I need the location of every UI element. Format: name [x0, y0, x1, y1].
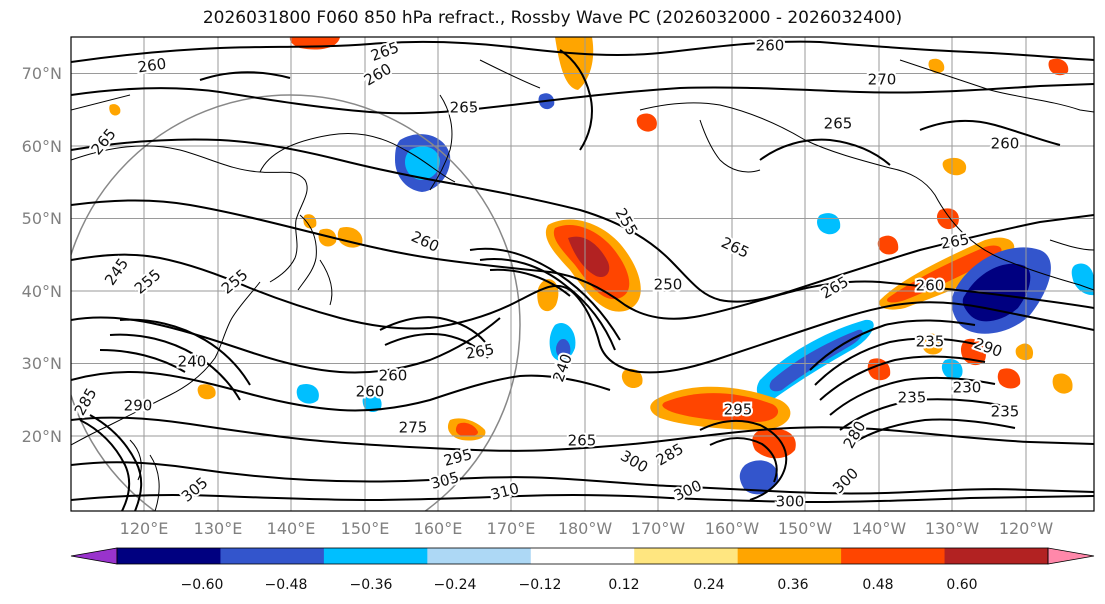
colorbar-cell [427, 548, 532, 564]
contour-label: 300 [776, 493, 805, 511]
lat-label: 20°N [22, 427, 62, 446]
latitude-labels: 70°N 60°N 50°N 40°N 30°N 20°N [22, 64, 62, 446]
contour-label: 260 [756, 37, 785, 55]
lat-label: 40°N [22, 282, 62, 301]
lon-label: 120°E [120, 519, 169, 538]
contour-label: 260 [991, 135, 1020, 153]
colorbar-extend-high [1047, 547, 1095, 565]
lon-label: 170°E [487, 519, 536, 538]
contour-label: 295 [724, 401, 753, 419]
contour-label: 265 [450, 99, 479, 117]
colorbar-tick-label: 0.48 [862, 577, 893, 593]
highlight-circle [71, 94, 521, 511]
colorbar-cell [634, 548, 739, 564]
contour-label: 275 [399, 419, 428, 437]
lon-label: 150°E [341, 519, 390, 538]
map-frame [70, 36, 1095, 512]
contour-label: 290 [124, 397, 153, 415]
colorbar-frame [116, 547, 1049, 565]
lon-label: 130°W [925, 519, 980, 538]
colorbar-tick-label: −0.12 [519, 577, 562, 593]
lon-label: 150°W [778, 519, 833, 538]
contour-lines [71, 40, 1094, 511]
contour-label: 265 [939, 230, 970, 253]
colorbar-extend-low [70, 547, 118, 565]
colorbar-cell [117, 548, 221, 564]
contour-label: 235 [898, 389, 927, 407]
lon-label: 180°W [558, 519, 613, 538]
lon-label: 140°E [267, 519, 316, 538]
lon-label: 170°W [631, 519, 686, 538]
lon-label: 160°W [705, 519, 760, 538]
contour-label: 265 [824, 115, 853, 133]
contour-label: 265 [568, 432, 597, 450]
contour-label: 230 [953, 379, 982, 397]
colorbar [70, 547, 1095, 565]
colorbar-tick-label: −0.36 [350, 577, 393, 593]
contour-label: 240 [178, 353, 207, 371]
contour-label: 270 [868, 71, 897, 89]
contour-label: 250 [654, 276, 683, 294]
lon-label: 130°E [194, 519, 243, 538]
lon-label: 160°E [414, 519, 463, 538]
contour-label: 260 [379, 367, 408, 385]
map-title: 2026031800 F060 850 hPa refract., Rossby… [202, 8, 903, 28]
anomaly-shading [109, 37, 1094, 495]
colorbar-cell [530, 548, 635, 564]
lon-label: 120°W [999, 519, 1054, 538]
map-area [71, 37, 1094, 511]
colorbar-cell [737, 548, 842, 564]
lat-label: 50°N [22, 209, 62, 228]
lat-label: 60°N [22, 137, 62, 156]
colorbar-cell [841, 548, 946, 564]
colorbar-tick-label: 0.12 [608, 577, 639, 593]
longitude-labels: 120°E 130°E 140°E 150°E 160°E 170°E 180°… [120, 519, 1054, 538]
contour-label: 235 [916, 333, 945, 351]
contour-label: 260 [916, 277, 945, 295]
contour-label: 260 [356, 383, 385, 401]
lat-label: 70°N [22, 64, 62, 83]
colorbar-cell [944, 548, 1049, 564]
colorbar-tick-label: 0.24 [693, 577, 724, 593]
colorbar-tick-label: 0.60 [946, 577, 977, 593]
colorbar-tick-label: −0.60 [181, 577, 224, 593]
colorbar-ticks: −0.60 −0.48 −0.36 −0.24 −0.12 0.12 0.24 … [181, 577, 978, 593]
colorbar-tick-label: −0.48 [265, 577, 308, 593]
lat-label: 30°N [22, 354, 62, 373]
contour-label: 235 [991, 403, 1020, 421]
colorbar-cell [220, 548, 325, 564]
colorbar-tick-label: −0.24 [434, 577, 477, 593]
lon-label: 140°W [852, 519, 907, 538]
colorbar-cell [323, 548, 428, 564]
colorbar-tick-label: 0.36 [777, 577, 808, 593]
